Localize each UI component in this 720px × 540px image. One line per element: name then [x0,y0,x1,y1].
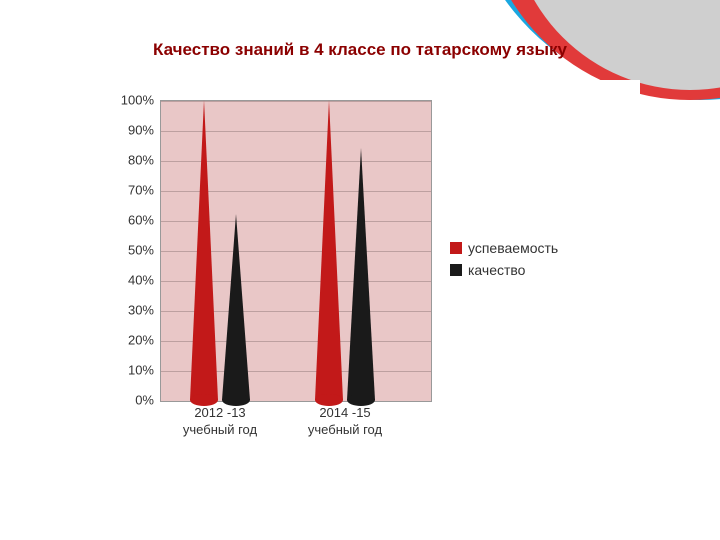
cone-shape [315,100,343,400]
legend-item-kachestvo: качество [450,262,558,278]
y-tick-label: 80% [128,153,154,168]
y-axis-labels: 0%10%20%30%40%50%60%70%80%90%100% [100,100,158,400]
legend-label: качество [468,262,525,278]
legend-item-uspevaemost: успеваемость [450,240,558,256]
slide-stage: Качество знаний в 4 классе по татарскому… [0,0,720,540]
cone-shape [190,100,218,400]
cone-shape [222,214,250,400]
legend-swatch-icon [450,242,462,254]
y-tick-label: 60% [128,213,154,228]
cone-layer [160,100,430,400]
slide-title: Качество знаний в 4 классе по татарскому… [0,40,720,60]
y-tick-label: 10% [128,363,154,378]
y-tick-label: 30% [128,303,154,318]
cone-shape [347,148,375,400]
legend-swatch-icon [450,264,462,276]
y-tick-label: 50% [128,243,154,258]
y-tick-label: 100% [121,93,154,108]
y-tick-label: 70% [128,183,154,198]
chart-legend: успеваемость качество [450,240,558,284]
y-tick-label: 0% [135,393,154,408]
y-tick-label: 20% [128,333,154,348]
chart-plot [160,100,430,400]
legend-label: успеваемость [468,240,558,256]
x-tick-label: 2014 -15учебный год [290,405,400,439]
x-tick-label: 2012 -13учебный год [165,405,275,439]
y-tick-label: 90% [128,123,154,138]
chart-panel: 0% 10% 20% 30% 40% 50% 60% 70% 80% 90% 100% 2012 -… [100,80,640,500]
y-tick-label: 40% [128,273,154,288]
